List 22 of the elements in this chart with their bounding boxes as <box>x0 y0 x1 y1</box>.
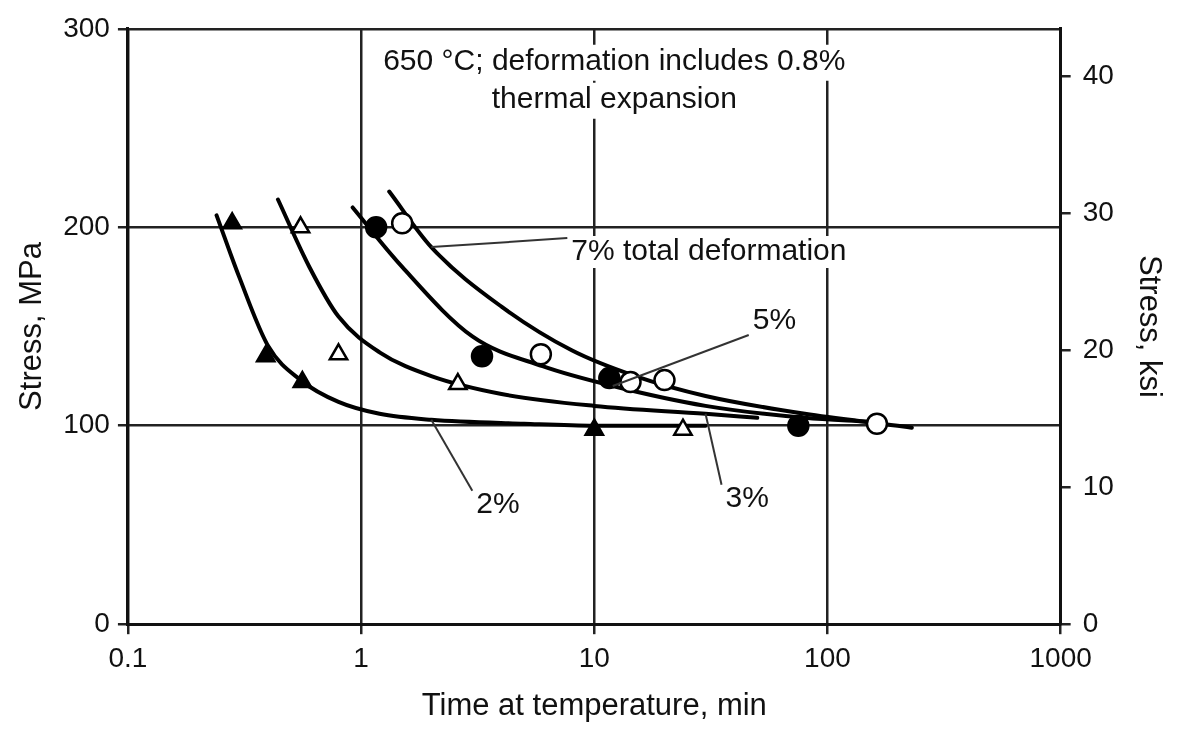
text: 3% <box>725 480 769 514</box>
y-tick-label: 0 <box>94 606 110 638</box>
x-tick-label: 1 <box>353 641 369 673</box>
y2-tick-label: 10 <box>1082 470 1114 502</box>
y2-axis-title: Stress, ksi <box>1132 255 1168 398</box>
text: 5% <box>752 302 797 336</box>
annotation: 650 °C; deformation includes 0.8% thermal expansion <box>383 43 846 115</box>
y-axis-title: Stress, MPa <box>13 241 49 411</box>
x-tick-label: 10 <box>578 641 610 673</box>
y2-tick-label: 20 <box>1082 333 1114 365</box>
y2-tick-label: 0 <box>1082 606 1099 638</box>
x-axis-title: Time at temperature, min <box>421 686 767 722</box>
text: 7% total deformation <box>571 233 847 267</box>
y-tick-label: 200 <box>63 209 110 241</box>
x-tick-label: 0.1 <box>108 641 148 673</box>
y-tick-label: 100 <box>63 408 110 440</box>
text: 2% <box>476 486 520 520</box>
x-tick-label: 100 <box>804 641 851 673</box>
x-tick-label: 1000 <box>1029 641 1092 673</box>
y-tick-label: 300 <box>63 11 110 43</box>
y2-tick-label: 40 <box>1082 59 1114 91</box>
y2-tick-label: 30 <box>1082 196 1114 228</box>
